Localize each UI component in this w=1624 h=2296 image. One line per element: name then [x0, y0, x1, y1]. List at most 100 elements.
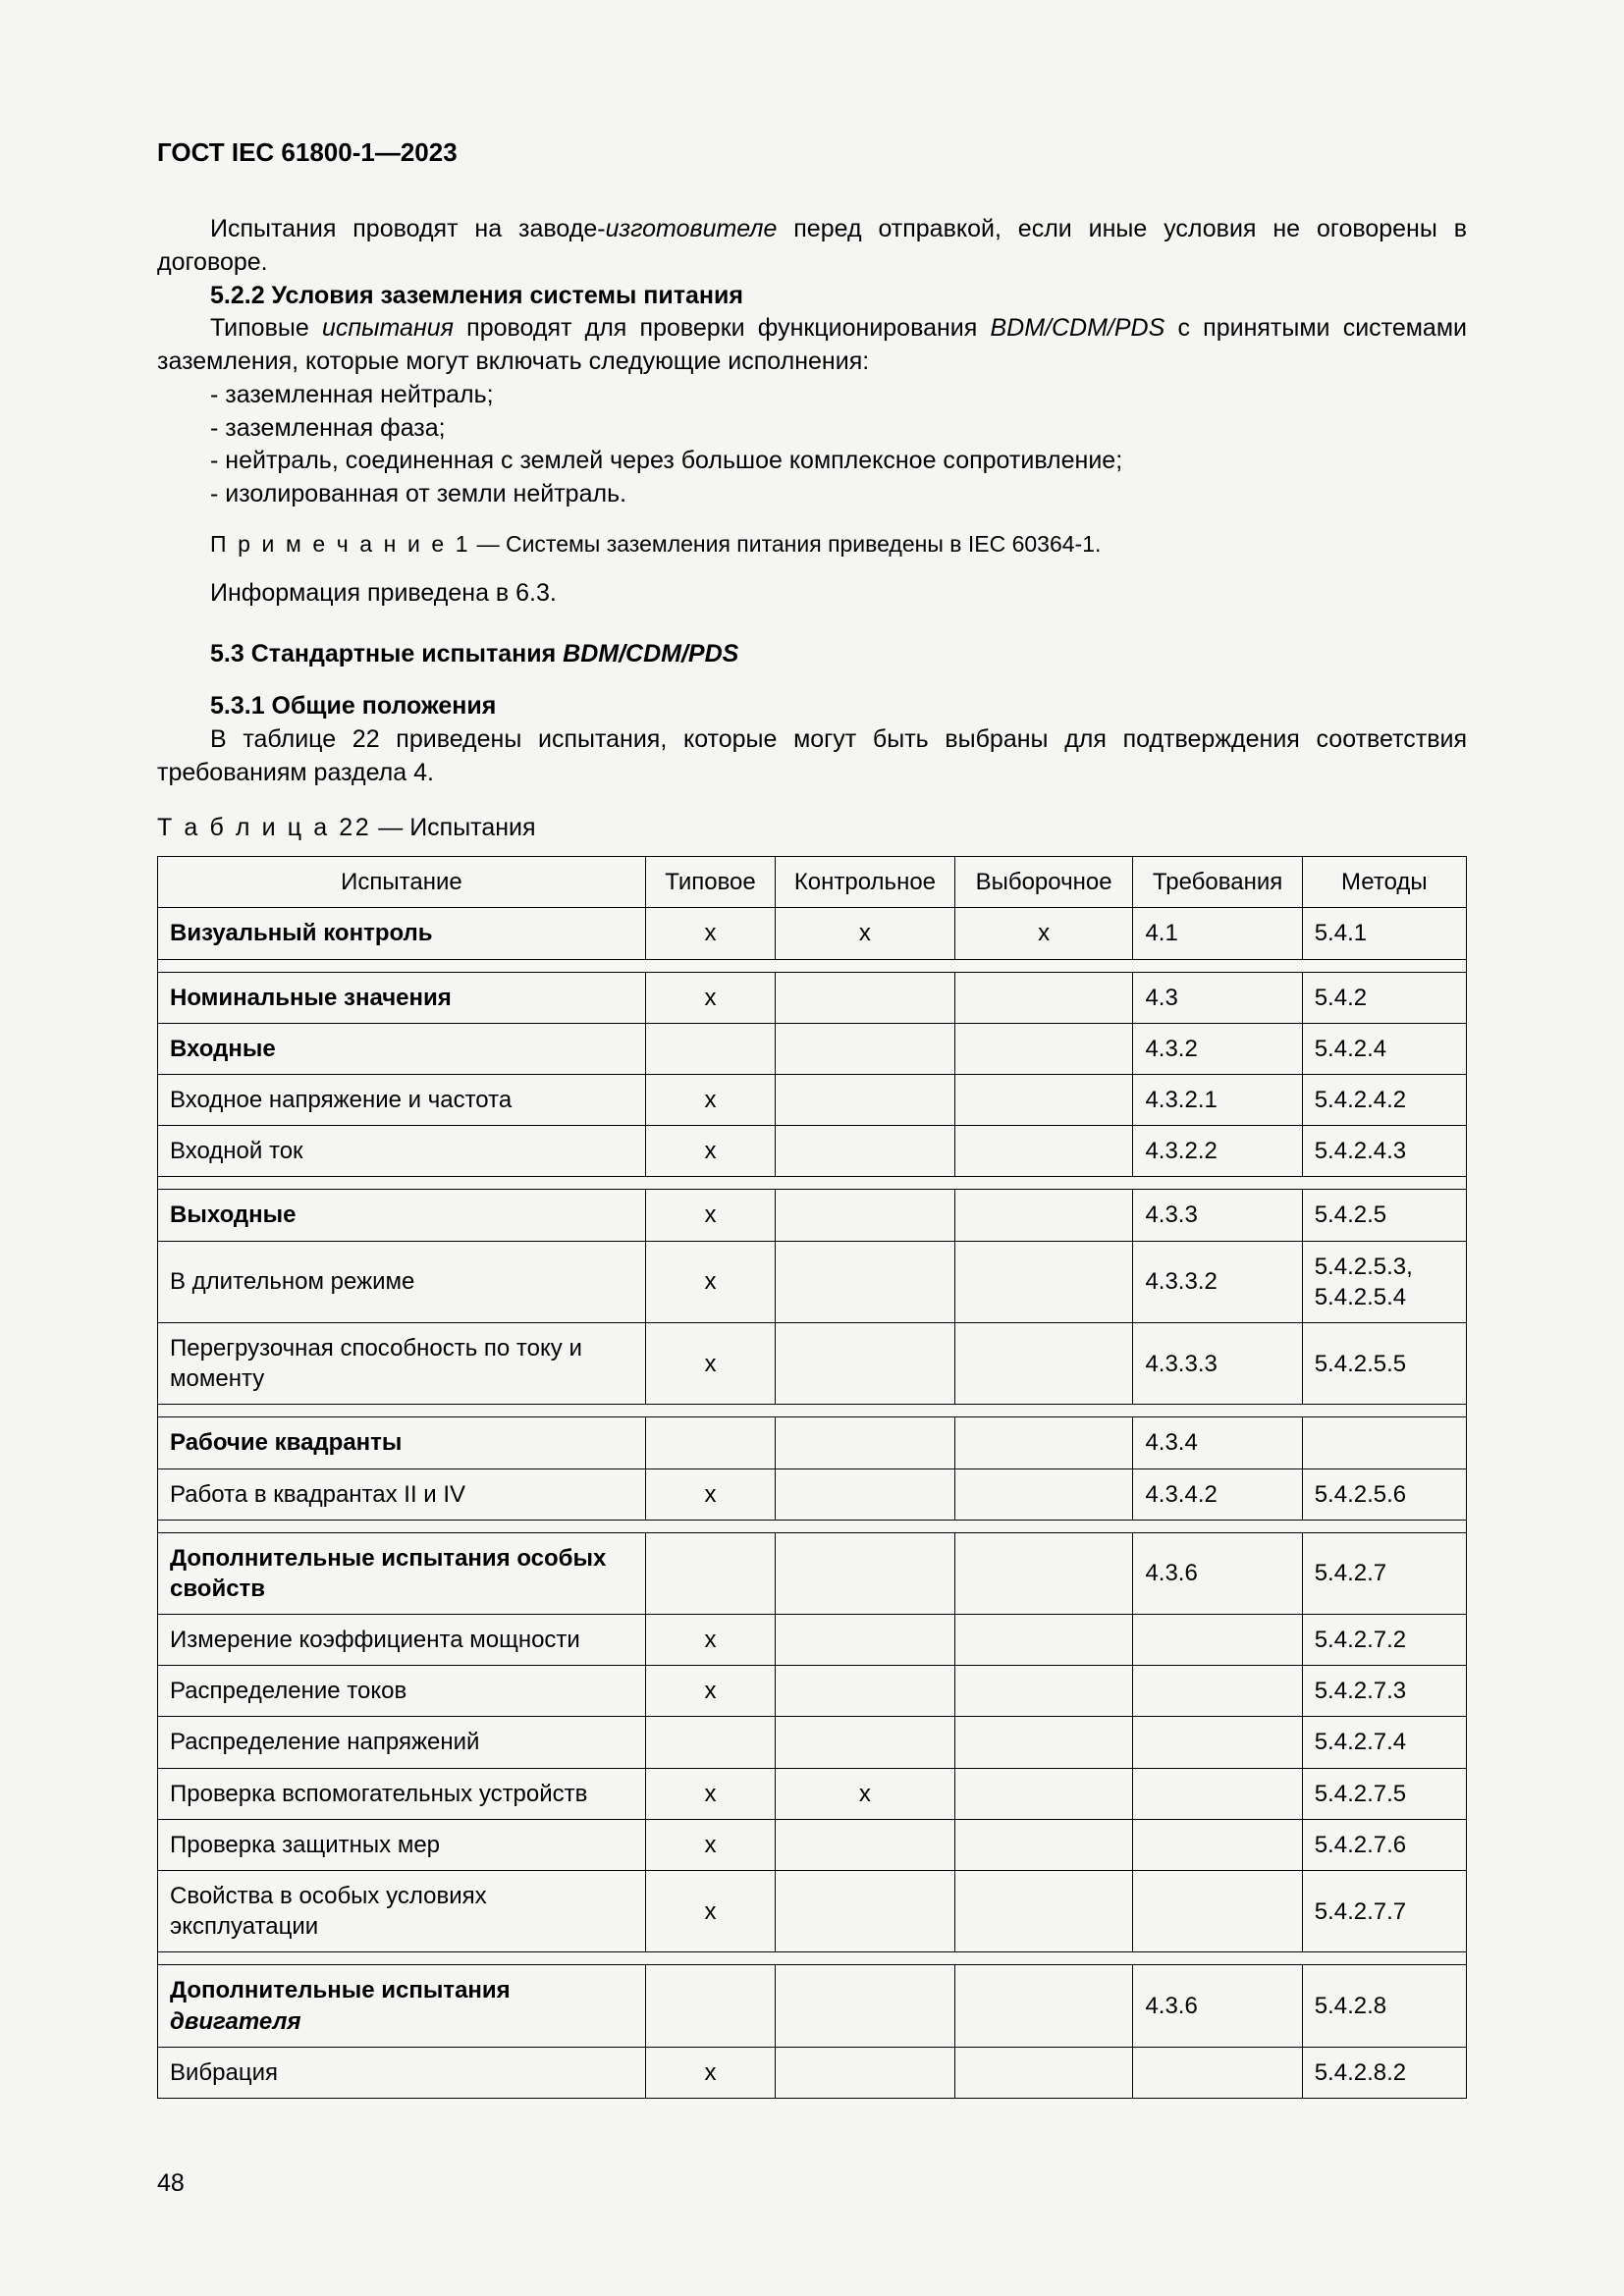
cell-selective — [954, 1965, 1133, 2047]
page-header: ГОСТ IEC 61800-1—2023 — [157, 137, 1467, 168]
list-item: - заземленная нейтраль; — [210, 379, 1467, 412]
s531-paragraph: В таблице 22 приведены испытания, которы… — [157, 723, 1467, 790]
table-row: В длительном режимеx4.3.3.25.4.2.5.3, 5.… — [158, 1241, 1467, 1322]
cell-methods: 5.4.2.5 — [1302, 1190, 1466, 1241]
cell-selective — [954, 1871, 1133, 1952]
cell-methods: 5.4.2.7.4 — [1302, 1717, 1466, 1768]
text-italic: BDM/CDM/PDS — [563, 640, 738, 667]
cell-selective — [954, 1819, 1133, 1870]
cell-test: Входные — [158, 1023, 646, 1074]
cell-methods — [1302, 1417, 1466, 1468]
table-row: Перегрузочная способность по току и моме… — [158, 1322, 1467, 1404]
cell-test: Входной ток — [158, 1126, 646, 1177]
cell-test: Распределение напряжений — [158, 1717, 646, 1768]
cell-test: Дополнительные испытания особых свойств — [158, 1532, 646, 1614]
cell-control — [776, 1322, 955, 1404]
spacer-cell — [158, 1520, 1467, 1532]
cell-type: x — [645, 1615, 775, 1666]
cell-type — [645, 1417, 775, 1468]
cell-test: Проверка вспомогательных устройств — [158, 1768, 646, 1819]
cell-selective — [954, 2047, 1133, 2098]
cell-control — [776, 1190, 955, 1241]
table-spacer-row — [158, 959, 1467, 972]
cell-methods: 5.4.2.5.6 — [1302, 1468, 1466, 1520]
tests-table: Испытание Типовое Контрольное Выборочное… — [157, 856, 1467, 2099]
cell-requirements: 4.3 — [1133, 972, 1302, 1023]
cell-selective — [954, 972, 1133, 1023]
cell-methods: 5.4.1 — [1302, 908, 1466, 959]
spacer-cell — [158, 1177, 1467, 1190]
cell-requirements — [1133, 1717, 1302, 1768]
table-row: Рабочие квадранты4.3.4 — [158, 1417, 1467, 1468]
table-row: Входные4.3.25.4.2.4 — [158, 1023, 1467, 1074]
cell-selective: x — [954, 908, 1133, 959]
cell-type: x — [645, 1819, 775, 1870]
cell-control — [776, 1075, 955, 1126]
cell-control — [776, 972, 955, 1023]
cell-type: x — [645, 908, 775, 959]
cell-type — [645, 1717, 775, 1768]
spacer-cell — [158, 1405, 1467, 1417]
text: Типовые — [210, 314, 322, 342]
col-header-test: Испытание — [158, 857, 646, 908]
cell-control: x — [776, 1768, 955, 1819]
table-caption: Т а б л и ц а 22 — Испытания — [157, 812, 1467, 845]
cell-type: x — [645, 1871, 775, 1952]
col-header-methods: Методы — [1302, 857, 1466, 908]
table-row: Свойства в особых условиях эксплуатацииx… — [158, 1871, 1467, 1952]
cell-methods: 5.4.2.5.3, 5.4.2.5.4 — [1302, 1241, 1466, 1322]
table-row: Визуальный контрольxxx4.15.4.1 — [158, 908, 1467, 959]
caption-rest: — Испытания — [371, 814, 535, 841]
cell-type: x — [645, 1241, 775, 1322]
cell-control — [776, 1126, 955, 1177]
cell-selective — [954, 1532, 1133, 1614]
cell-type: x — [645, 2047, 775, 2098]
s522-p2: Информация приведена в 6.3. — [210, 577, 1467, 611]
cell-control — [776, 1468, 955, 1520]
cell-methods: 5.4.2.7.3 — [1302, 1666, 1466, 1717]
spacer-cell — [158, 1952, 1467, 1965]
cell-methods: 5.4.2.5.5 — [1302, 1322, 1466, 1404]
cell-type: x — [645, 1190, 775, 1241]
col-header-control: Контрольное — [776, 857, 955, 908]
cell-selective — [954, 1468, 1133, 1520]
text-italic: испытания — [322, 314, 454, 342]
cell-type: x — [645, 1468, 775, 1520]
cell-selective — [954, 1126, 1133, 1177]
cell-requirements: 4.3.2.2 — [1133, 1126, 1302, 1177]
text-italic: BDM/CDM/PDS — [991, 314, 1165, 342]
body-text: Испытания проводят на заводе-изготовител… — [157, 213, 1467, 2099]
table-row: Распределение токовx5.4.2.7.3 — [158, 1666, 1467, 1717]
cell-requirements — [1133, 2047, 1302, 2098]
table-row: Проверка защитных мерx5.4.2.7.6 — [158, 1819, 1467, 1870]
text: 5.3 Стандартные испытания — [210, 640, 563, 667]
cell-methods: 5.4.2.7.5 — [1302, 1768, 1466, 1819]
cell-requirements: 4.3.6 — [1133, 1965, 1302, 2047]
cell-methods: 5.4.2.4.2 — [1302, 1075, 1466, 1126]
cell-control — [776, 1241, 955, 1322]
heading-5-3-1: 5.3.1 Общие положения — [157, 690, 1467, 723]
cell-requirements: 4.3.3.2 — [1133, 1241, 1302, 1322]
cell-test: Визуальный контроль — [158, 908, 646, 959]
cell-type: x — [645, 1126, 775, 1177]
cell-selective — [954, 1190, 1133, 1241]
cell-selective — [954, 1075, 1133, 1126]
cell-test: Дополнительные испытания двигателя — [158, 1965, 646, 2047]
table-row: Дополнительные испытания особых свойств4… — [158, 1532, 1467, 1614]
cell-requirements: 4.3.3.3 — [1133, 1322, 1302, 1404]
text-italic: изготовителе — [606, 215, 778, 242]
cell-type — [645, 1532, 775, 1614]
table-row: Входной токx 4.3.2.25.4.2.4.3 — [158, 1126, 1467, 1177]
cell-methods: 5.4.2.4.3 — [1302, 1126, 1466, 1177]
cell-type: x — [645, 972, 775, 1023]
col-header-type: Типовое — [645, 857, 775, 908]
note-body: — Системы заземления питания приведены в… — [470, 531, 1101, 557]
cell-test: Распределение токов — [158, 1666, 646, 1717]
cell-selective — [954, 1717, 1133, 1768]
note-1: П р и м е ч а н и е 1 — Системы заземлен… — [210, 529, 1467, 560]
cell-test: Вибрация — [158, 2047, 646, 2098]
cell-control — [776, 1871, 955, 1952]
cell-control — [776, 1417, 955, 1468]
cell-type: x — [645, 1075, 775, 1126]
cell-test: Свойства в особых условиях эксплуатации — [158, 1871, 646, 1952]
